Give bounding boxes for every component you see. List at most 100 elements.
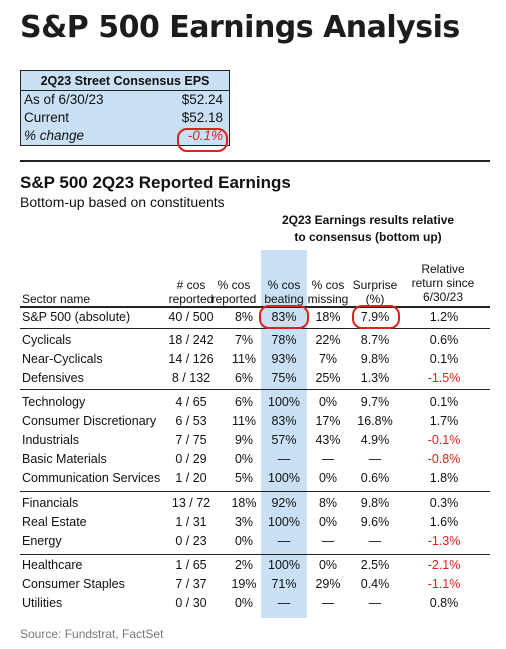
cell-name: Industrials bbox=[22, 433, 79, 447]
cell-rep: 0 / 30 bbox=[175, 596, 207, 610]
table-row: Communication Services 1 / 20 5% 100% 0%… bbox=[20, 469, 490, 488]
cell-miss: 0% bbox=[318, 471, 338, 485]
cell-name: Utilities bbox=[22, 596, 63, 610]
cell-name: Real Estate bbox=[22, 515, 87, 529]
cell-rel: -1.3% bbox=[427, 534, 461, 548]
cell-rep: 40 / 500 bbox=[168, 310, 214, 324]
cell-pct: 2% bbox=[234, 558, 254, 572]
cell-rep: 4 / 65 bbox=[175, 395, 207, 409]
cell-beat: 92% bbox=[271, 496, 297, 510]
cell-surp: 4.9% bbox=[360, 433, 390, 447]
page-title: S&P 500 Earnings Analysis bbox=[20, 10, 460, 45]
cell-surp: 9.8% bbox=[360, 496, 390, 510]
cell-rep: 0 / 23 bbox=[175, 534, 207, 548]
cell-miss: 8% bbox=[318, 496, 338, 510]
table-row: Healthcare 1 / 65 2% 100% 0% 2.5% -2.1% bbox=[20, 556, 490, 575]
cell-rel: -2.1% bbox=[427, 558, 461, 572]
cell-rel: 1.2% bbox=[429, 310, 459, 324]
eps-row-as-of: As of 6/30/23 $52.24 bbox=[21, 91, 229, 109]
cell-beat: 100% bbox=[268, 471, 300, 485]
cell-rel: 1.8% bbox=[429, 471, 459, 485]
cell-pct: 18% bbox=[231, 496, 257, 510]
cell-name: Energy bbox=[22, 534, 62, 548]
cell-rep: 1 / 31 bbox=[175, 515, 207, 529]
eps-consensus-box: 2Q23 Street Consensus EPS As of 6/30/23 … bbox=[20, 70, 230, 146]
cell-pct: 0% bbox=[234, 452, 254, 466]
cell-beat: 83% bbox=[271, 310, 297, 324]
cell-surp: — bbox=[368, 452, 382, 466]
eps-change-highlight-circle bbox=[177, 128, 228, 152]
source-note: Source: Fundstrat, FactSet bbox=[20, 627, 164, 641]
cell-pct: 0% bbox=[234, 596, 254, 610]
cell-surp: — bbox=[368, 596, 382, 610]
cell-rel: 1.7% bbox=[429, 414, 459, 428]
table-rule bbox=[20, 328, 490, 329]
cell-rep: 7 / 37 bbox=[175, 577, 207, 591]
table-row: Real Estate 1 / 31 3% 100% 0% 9.6% 1.6% bbox=[20, 513, 490, 532]
col-header-pct-reported: % cos reported bbox=[210, 278, 258, 306]
cell-rep: 8 / 132 bbox=[171, 371, 211, 385]
eps-value: $52.18 bbox=[181, 110, 223, 125]
cell-beat: 75% bbox=[271, 371, 297, 385]
cell-pct: 6% bbox=[234, 371, 254, 385]
table-row: Utilities 0 / 30 0% — — — 0.8% bbox=[20, 594, 490, 613]
cell-rel: 0.6% bbox=[429, 333, 459, 347]
col-header-reported: # cos reported bbox=[156, 278, 226, 306]
cell-beat: 71% bbox=[271, 577, 297, 591]
cell-name: Communication Services bbox=[22, 471, 161, 485]
table-rule bbox=[20, 554, 490, 555]
table-row: Defensives 8 / 132 6% 75% 25% 1.3% -1.5% bbox=[20, 369, 490, 388]
header-text: % cos bbox=[311, 278, 345, 292]
cell-miss: 29% bbox=[315, 577, 341, 591]
beating-highlight-circle bbox=[259, 305, 309, 329]
cell-beat: — bbox=[277, 452, 291, 466]
header-text: missing bbox=[307, 292, 349, 306]
cell-surp: 16.8% bbox=[357, 414, 393, 428]
cell-surp: 0.4% bbox=[360, 577, 390, 591]
cell-pct: 8% bbox=[234, 310, 254, 324]
cell-beat: 100% bbox=[268, 395, 300, 409]
cell-miss: — bbox=[321, 452, 335, 466]
header-text: # cos bbox=[176, 278, 206, 292]
header-text: Relative bbox=[421, 262, 465, 276]
table-rule bbox=[20, 389, 490, 390]
cell-pct: 11% bbox=[231, 352, 257, 366]
cell-beat: 83% bbox=[271, 414, 297, 428]
table-row: Consumer Staples 7 / 37 19% 71% 29% 0.4%… bbox=[20, 575, 490, 594]
cell-rep: 14 / 126 bbox=[168, 352, 214, 366]
header-text: % cos bbox=[267, 278, 301, 292]
cell-name: Basic Materials bbox=[22, 452, 107, 466]
cell-beat: 93% bbox=[271, 352, 297, 366]
cell-beat: 100% bbox=[268, 515, 300, 529]
cell-rel: -0.1% bbox=[427, 433, 461, 447]
cell-surp: 7.9% bbox=[360, 310, 390, 324]
col-header-beating: % cos beating bbox=[261, 278, 307, 306]
eps-label: As of 6/30/23 bbox=[24, 92, 104, 107]
cell-miss: — bbox=[321, 596, 335, 610]
header-text: Surprise bbox=[352, 278, 398, 292]
section-subtitle: Bottom-up based on constituents bbox=[20, 194, 225, 210]
cell-surp: 1.3% bbox=[360, 371, 390, 385]
cell-surp: 8.7% bbox=[360, 333, 390, 347]
cell-surp: 0.6% bbox=[360, 471, 390, 485]
cell-miss: 18% bbox=[315, 310, 341, 324]
cell-pct: 11% bbox=[231, 414, 257, 428]
cell-pct: 7% bbox=[234, 333, 254, 347]
table-row: Basic Materials 0 / 29 0% — — — -0.8% bbox=[20, 450, 490, 469]
table-row: Cyclicals 18 / 242 7% 78% 22% 8.7% 0.6% bbox=[20, 331, 490, 350]
cell-miss: 22% bbox=[315, 333, 341, 347]
eps-label: Current bbox=[24, 110, 70, 125]
cell-name: Technology bbox=[22, 395, 86, 409]
col-header-relative: Relative return since 6/30/23 bbox=[404, 262, 482, 304]
header-text: reported bbox=[211, 292, 257, 306]
cell-rel: -1.1% bbox=[427, 577, 461, 591]
section-title: S&P 500 2Q23 Reported Earnings bbox=[20, 173, 291, 192]
table-row: Consumer Discretionary 6 / 53 11% 83% 17… bbox=[20, 412, 490, 431]
table-row: S&P 500 (absolute) 40 / 500 8% 83% 18% 7… bbox=[20, 308, 490, 327]
cell-rel: -0.8% bbox=[427, 452, 461, 466]
cell-rep: 1 / 20 bbox=[175, 471, 207, 485]
header-text: reported bbox=[168, 292, 214, 306]
cell-rel: 0.1% bbox=[429, 352, 459, 366]
eps-row-current: Current $52.18 bbox=[21, 109, 229, 127]
cell-rel: 0.8% bbox=[429, 596, 459, 610]
